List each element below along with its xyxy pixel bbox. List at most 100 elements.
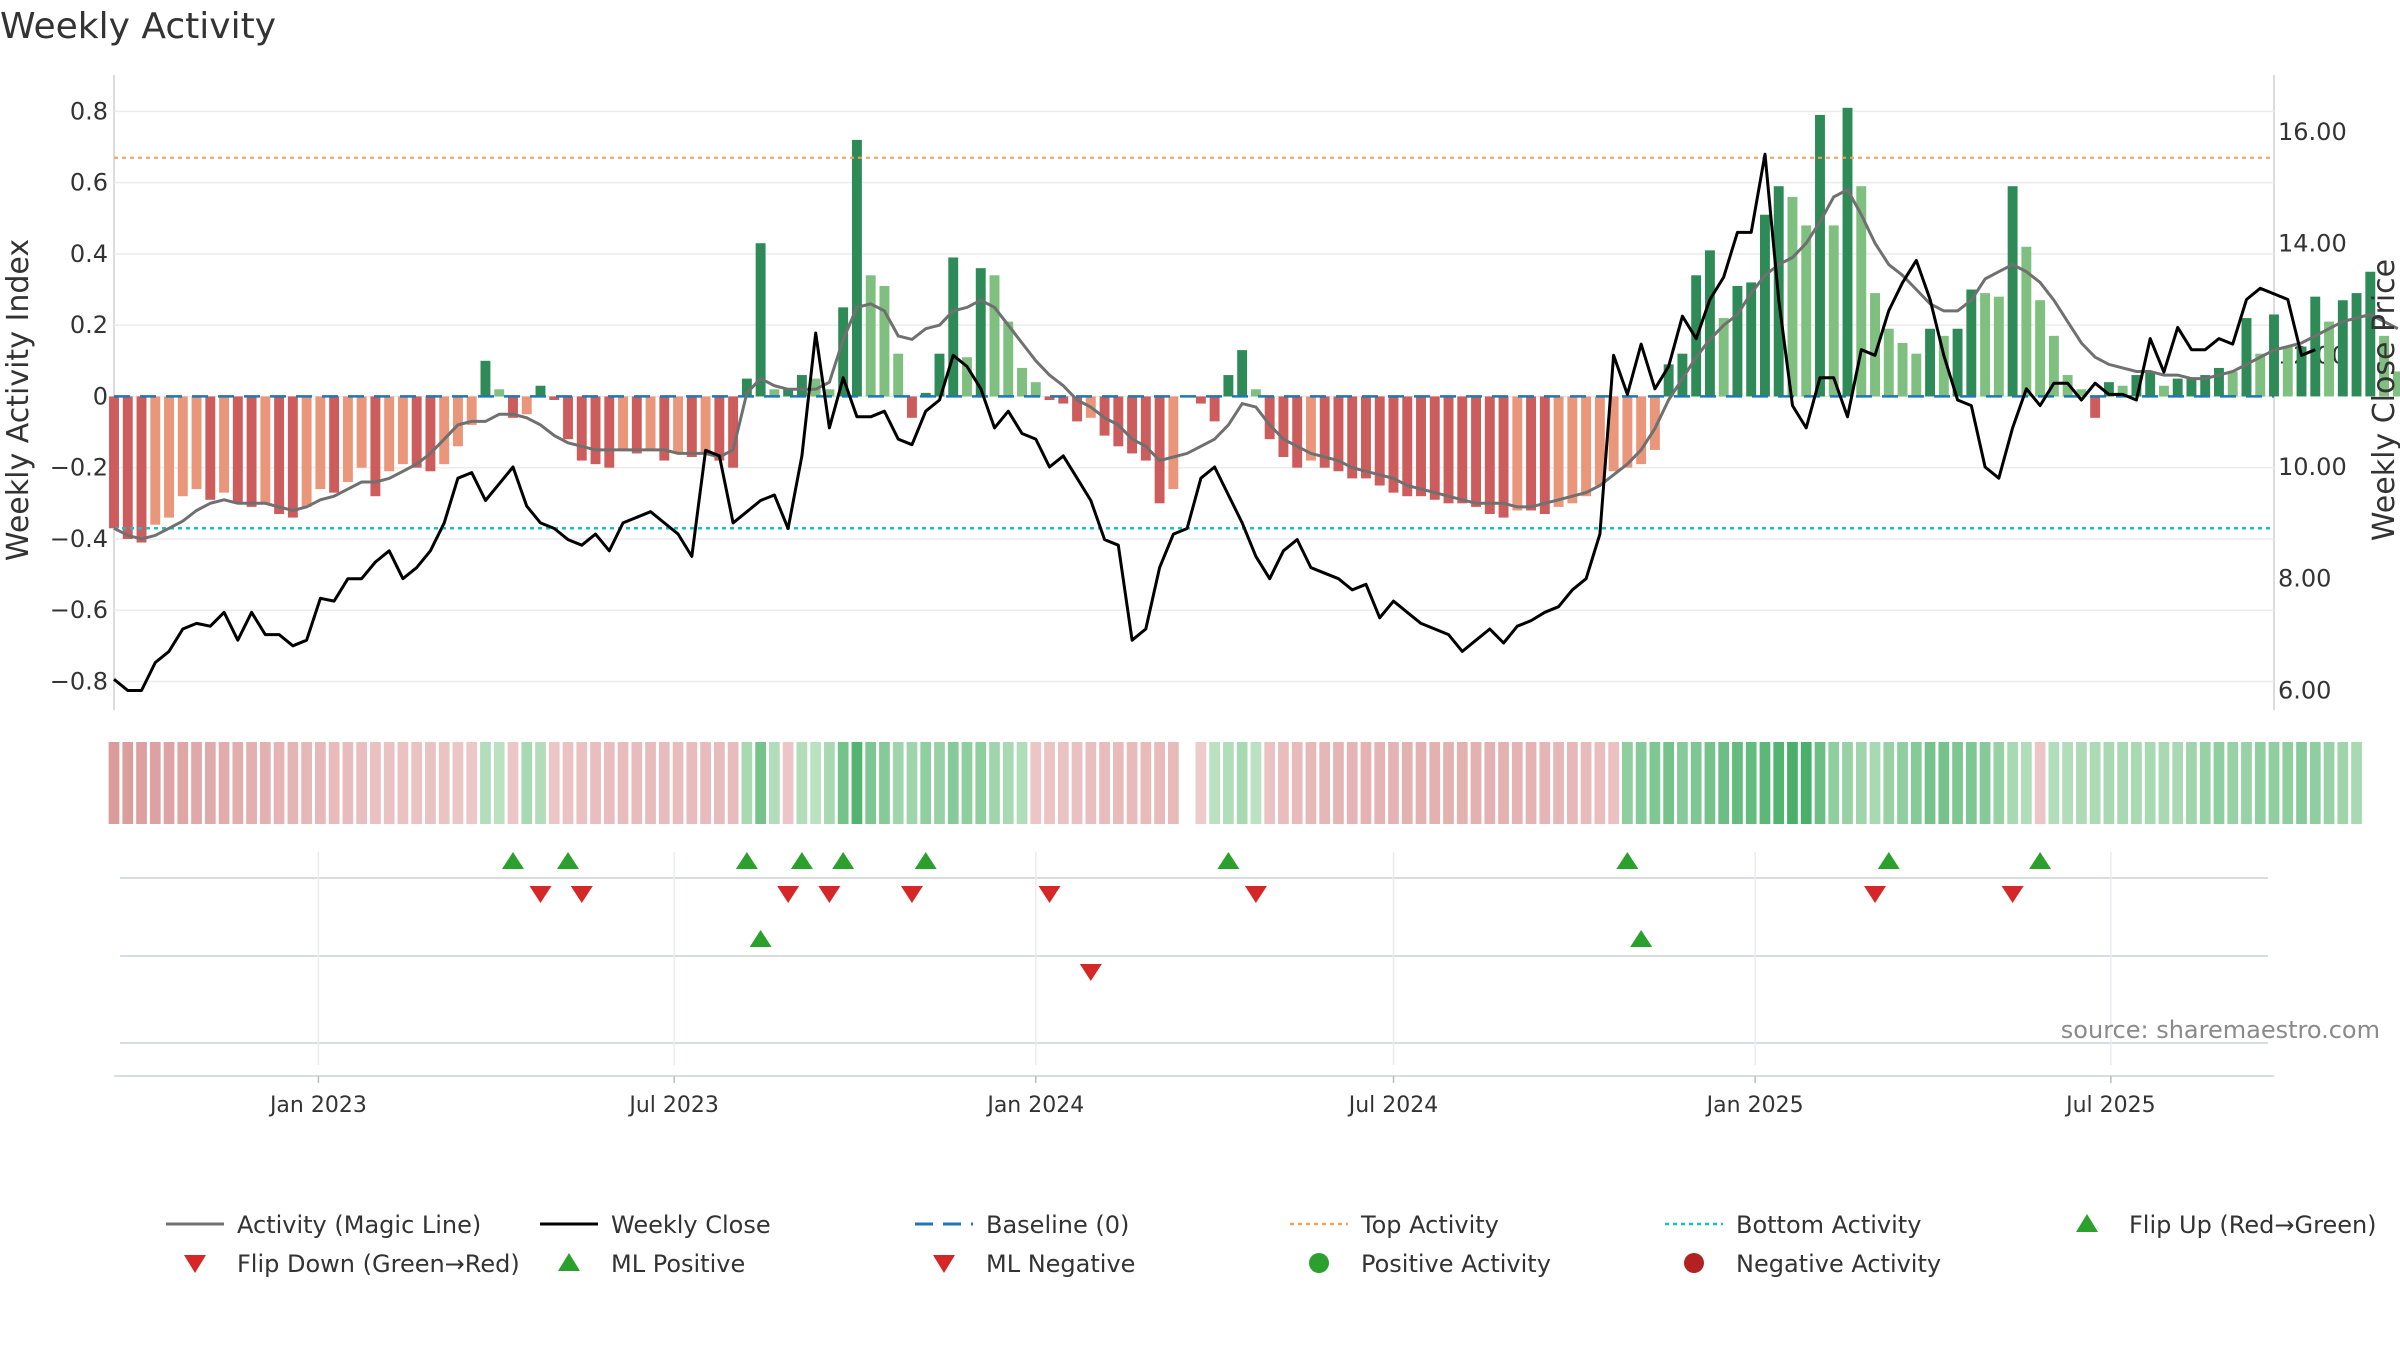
strip-cell xyxy=(218,742,230,824)
strip-cell xyxy=(851,742,863,824)
activity-bar xyxy=(164,396,174,518)
strip-cell xyxy=(947,742,959,824)
left-tick-label: 0.2 xyxy=(70,311,108,339)
legend-label: Weekly Close xyxy=(611,1211,771,1239)
strip-cell xyxy=(342,742,354,824)
activity-bar xyxy=(1993,296,2004,397)
strip-cell xyxy=(1291,742,1303,824)
strip-cell xyxy=(961,742,973,824)
activity-bar xyxy=(1663,364,1674,397)
activity-bar xyxy=(150,396,161,525)
activity-bar xyxy=(1195,396,1206,404)
strip-cell xyxy=(2337,742,2349,824)
legend-label: ML Negative xyxy=(986,1250,1135,1278)
strip-cell xyxy=(672,742,684,824)
activity-bar xyxy=(1539,396,1550,515)
strip-cell xyxy=(1704,742,1716,824)
legend-item: ML Positive xyxy=(558,1250,745,1278)
activity-bar xyxy=(962,357,972,397)
flip-up-marker xyxy=(2029,852,2052,869)
activity-bar xyxy=(1760,214,1770,397)
activity-bar xyxy=(2365,271,2376,397)
legend-item: ML Negative xyxy=(933,1250,1135,1278)
strip-cell xyxy=(920,742,932,824)
right-tick-label: 6.00 xyxy=(2278,676,2331,704)
source-note: source: sharemaestro.com xyxy=(2061,1016,2380,1044)
legend-label: Bottom Activity xyxy=(1736,1211,1921,1239)
activity-bar xyxy=(1704,250,1715,397)
flip-up-marker xyxy=(557,852,580,869)
activity-bar xyxy=(1828,225,1839,397)
activity-bar xyxy=(1526,396,1537,511)
x-tick-label: Jan 2023 xyxy=(268,1093,367,1118)
activity-bar xyxy=(1952,328,1963,397)
activity-bar xyxy=(1897,342,1908,397)
activity-bar xyxy=(1017,367,1027,397)
strip-cell xyxy=(1993,742,2005,824)
left-tick-label: 0.4 xyxy=(70,240,108,268)
strip-cell xyxy=(2213,742,2225,824)
activity-bar xyxy=(246,396,257,507)
activity-bar xyxy=(1044,396,1055,400)
activity-bar xyxy=(2351,293,2362,397)
activity-bar xyxy=(2158,385,2169,397)
activity-bar xyxy=(411,396,422,468)
activity-bar xyxy=(136,396,147,543)
activity-bar xyxy=(1622,396,1633,468)
activity-bar xyxy=(2200,375,2211,397)
strip-cell xyxy=(1209,742,1221,824)
activity-bar xyxy=(810,378,821,397)
strip-cell xyxy=(1952,742,1963,824)
activity-bar xyxy=(1443,396,1454,504)
activity-bar xyxy=(1250,389,1261,397)
activity-bar xyxy=(439,396,450,465)
ml-positive-marker xyxy=(749,930,772,947)
activity-bar xyxy=(1980,293,1991,397)
strip-cell xyxy=(480,742,491,824)
strip-cell xyxy=(645,742,656,824)
strip-cell xyxy=(975,742,987,824)
strip-cell xyxy=(892,742,904,824)
strip-cell xyxy=(1677,742,1688,824)
activity-bar xyxy=(1333,396,1344,472)
activity-bar xyxy=(480,360,491,397)
activity-bar xyxy=(274,396,285,515)
activity-bar xyxy=(301,396,312,507)
activity-bar xyxy=(1154,396,1165,504)
activity-bar xyxy=(232,396,243,504)
x-tick-label: Jul 2025 xyxy=(2064,1093,2156,1118)
ml-negative-marker xyxy=(1079,964,1102,981)
legend-label: Negative Activity xyxy=(1736,1250,1941,1278)
strip-cell xyxy=(1800,742,1812,824)
activity-bar xyxy=(1870,293,1880,397)
legend-label: Baseline (0) xyxy=(986,1211,1129,1239)
strip-cell xyxy=(686,742,698,824)
x-tick-label: Jul 2024 xyxy=(1347,1093,1439,1118)
activity-bar xyxy=(714,396,725,461)
activity-bar xyxy=(508,396,518,418)
activity-bar xyxy=(728,396,739,468)
activity-bar xyxy=(989,275,1000,397)
flip-up-marker xyxy=(790,852,813,869)
activity-bar xyxy=(1636,396,1647,465)
left-tick-label: 0.6 xyxy=(70,169,108,197)
strip-cell xyxy=(1580,742,1592,824)
strip-cell xyxy=(2227,742,2239,824)
activity-bar xyxy=(659,396,670,461)
strip-cell xyxy=(1456,742,1468,824)
activity-bar xyxy=(329,396,340,493)
flip-up-marker xyxy=(914,852,937,869)
strip-cell xyxy=(1470,742,1482,824)
strip-cell xyxy=(356,742,368,824)
strip-cell xyxy=(1140,742,1152,824)
activity-bar xyxy=(1801,225,1812,397)
activity-bar xyxy=(2131,375,2142,397)
activity-bar xyxy=(838,307,849,397)
activity-bar xyxy=(975,268,986,397)
strip-cell xyxy=(906,742,918,824)
legend: Activity (Magic Line) Weekly Close Baselin… xyxy=(166,1211,2377,1278)
activity-bar xyxy=(384,396,395,472)
strip-cell xyxy=(865,742,877,824)
